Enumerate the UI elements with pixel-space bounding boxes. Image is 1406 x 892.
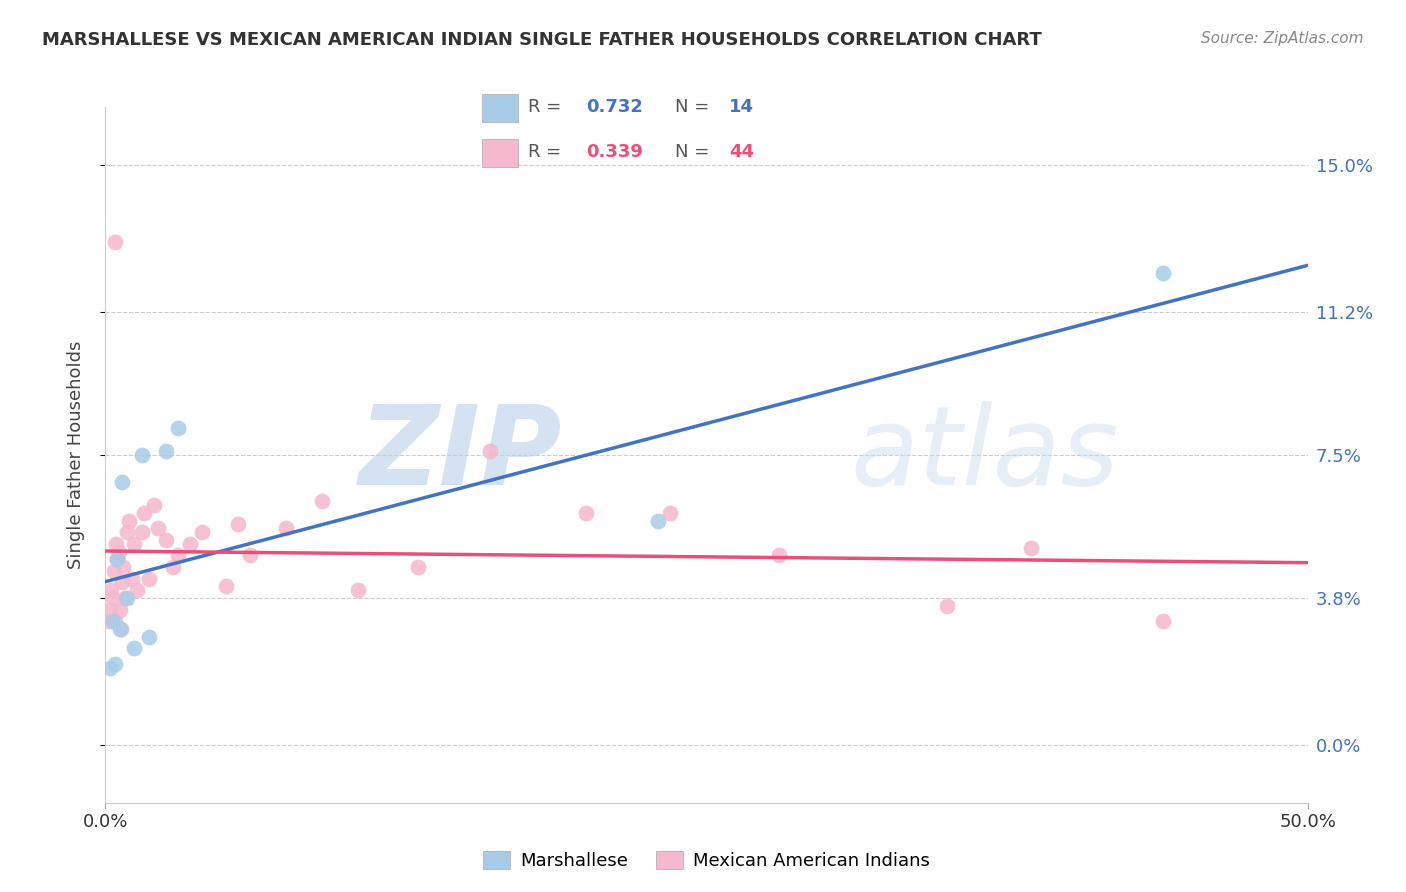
Point [155, 533, 177, 547]
Point [936, 599, 959, 613]
Point [311, 494, 333, 508]
Point [115, 591, 138, 605]
Point [111, 475, 134, 489]
Point [115, 525, 138, 540]
Text: R =: R = [529, 143, 568, 161]
Point [647, 514, 669, 528]
Point [114, 591, 136, 605]
Point [479, 444, 502, 458]
Point [98, 614, 121, 628]
Point [112, 560, 135, 574]
Point [105, 537, 128, 551]
Text: 44: 44 [730, 143, 754, 161]
Point [101, 614, 124, 628]
Text: atlas: atlas [851, 401, 1119, 508]
Point [132, 506, 155, 520]
Point [131, 525, 153, 540]
Point [118, 514, 141, 528]
Point [121, 572, 143, 586]
Point [138, 572, 160, 586]
Point [1152, 266, 1174, 280]
Point [575, 506, 598, 520]
Point [110, 622, 132, 636]
Point [1152, 614, 1174, 628]
Point [103, 564, 125, 578]
Point [659, 506, 682, 520]
Point [214, 579, 236, 593]
Point [101, 591, 124, 605]
Text: 0.339: 0.339 [586, 143, 643, 161]
Text: N =: N = [675, 143, 716, 161]
Point [226, 517, 249, 532]
Point [108, 602, 131, 616]
Text: N =: N = [675, 98, 716, 116]
Point [104, 614, 127, 628]
Point [190, 525, 212, 540]
Text: ZIP: ZIP [359, 401, 562, 508]
Y-axis label: Single Father Households: Single Father Households [66, 341, 84, 569]
Point [768, 549, 790, 563]
Point [162, 560, 184, 574]
Text: 14: 14 [730, 98, 754, 116]
Text: R =: R = [529, 98, 568, 116]
Point [98, 602, 121, 616]
Text: 0.732: 0.732 [586, 98, 643, 116]
Point [155, 444, 177, 458]
Point [406, 560, 429, 574]
Point [239, 549, 262, 563]
Point [166, 421, 188, 435]
Point [274, 521, 297, 535]
FancyBboxPatch shape [482, 139, 517, 168]
Point [166, 549, 188, 563]
Point [125, 583, 148, 598]
Point [148, 521, 170, 535]
Point [104, 235, 127, 250]
Point [104, 657, 127, 671]
Legend: Marshallese, Mexican American Indians: Marshallese, Mexican American Indians [475, 844, 938, 877]
Point [108, 622, 131, 636]
Point [98, 660, 121, 674]
Text: Source: ZipAtlas.com: Source: ZipAtlas.com [1201, 31, 1364, 46]
Point [179, 537, 201, 551]
Point [124, 641, 146, 656]
Point [100, 583, 122, 598]
Point [124, 537, 146, 551]
Text: MARSHALLESE VS MEXICAN AMERICAN INDIAN SINGLE FATHER HOUSEHOLDS CORRELATION CHAR: MARSHALLESE VS MEXICAN AMERICAN INDIAN S… [42, 31, 1042, 49]
Point [107, 552, 129, 566]
Point [142, 498, 165, 512]
Point [138, 630, 160, 644]
Point [131, 448, 153, 462]
Point [107, 544, 129, 558]
Point [347, 583, 370, 598]
Point [111, 575, 134, 590]
Point [1019, 541, 1042, 555]
Point [107, 552, 129, 566]
FancyBboxPatch shape [482, 94, 517, 122]
